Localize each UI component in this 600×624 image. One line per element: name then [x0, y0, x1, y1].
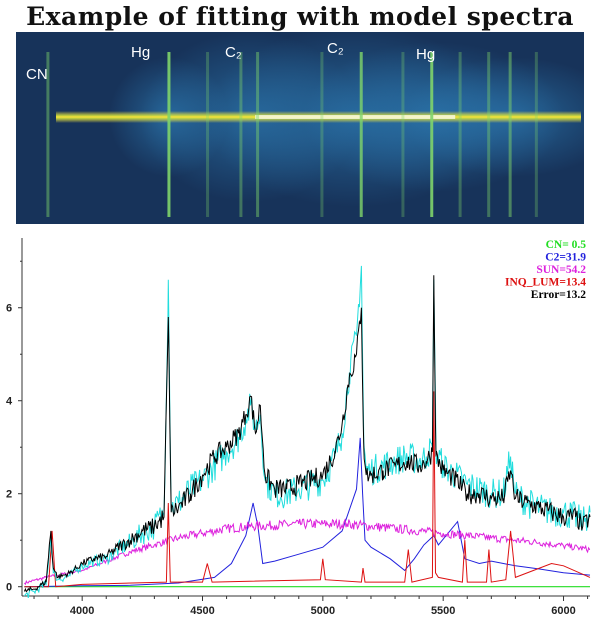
x-tick-label: 5000: [311, 605, 335, 617]
spectrum-emission-line: [534, 52, 538, 217]
legend-entry: INQ_LUM=13.4: [505, 277, 586, 289]
series-line: [24, 437, 591, 588]
chart-legend: CN= 0.5C2=31.9SUN=54.2INQ_LUM=13.4Error=…: [505, 239, 586, 301]
spectrum-emission-line: [359, 52, 363, 217]
series-line: [24, 518, 591, 586]
x-tick-label: 4000: [70, 605, 94, 617]
x-tick-label: 5500: [431, 605, 455, 617]
spectrum-emission-line: [508, 52, 512, 217]
page-title: Example of fitting with model spectra: [26, 2, 574, 31]
spectrum-emission-line: [239, 52, 243, 217]
spectrum-fit-chart: 4000 4500 5000 5500 6000 0 2 4 6 CN= 0.5C2=31.9S…: [6, 238, 591, 617]
series-line: [23, 275, 591, 593]
spectrum-emission-line: [430, 52, 434, 217]
spectrum-emission-line: [206, 52, 210, 217]
y-tick-label: 0: [6, 582, 12, 594]
spectrum-emission-line: [487, 52, 491, 217]
spectrum-label: C₂: [327, 40, 344, 57]
series-line: [24, 391, 591, 588]
spectrum-rendering: [16, 32, 584, 224]
series-line: [23, 265, 591, 599]
spectrum-emission-line: [320, 52, 324, 217]
spectrum-label: C₂: [225, 44, 242, 61]
legend-entry: C2=31.9: [545, 252, 586, 264]
spectrum-emission-line: [401, 52, 405, 217]
legend-entry: SUN=54.2: [536, 264, 586, 276]
chart-axes: 4000 4500 5000 5500 6000 0 2 4 6: [6, 238, 590, 617]
spectrum-hot-core: [255, 115, 456, 119]
legend-entry: Error=13.2: [531, 289, 586, 301]
x-tick-label: 4500: [190, 605, 214, 617]
spectrum-image: [16, 32, 584, 224]
legend-entry: CN= 0.5: [546, 239, 587, 251]
spectrum-emission-line: [167, 52, 171, 217]
y-tick-label: 6: [6, 303, 12, 315]
spectrum-label: Hg: [131, 44, 151, 61]
spectrum-emission-line: [256, 52, 260, 217]
x-tick-label: 6000: [551, 605, 575, 617]
spectrum-label: Hg: [416, 46, 436, 63]
y-tick-label: 4: [6, 396, 13, 408]
y-tick-label: 2: [6, 489, 12, 501]
spectrum-label: CN: [26, 66, 48, 83]
spectrum-emission-line: [458, 52, 462, 217]
chart-series: [23, 265, 591, 599]
spectrum-emission-line: [46, 52, 50, 217]
